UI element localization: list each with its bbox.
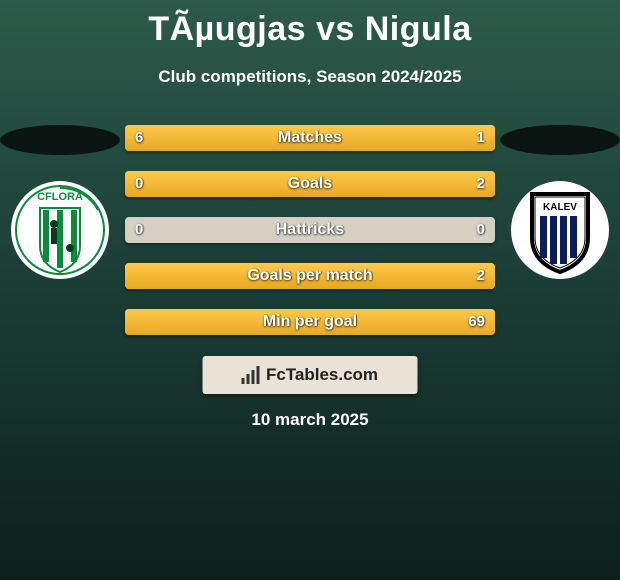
stat-bar-label: Goals per match bbox=[125, 263, 495, 289]
shadow-ellipse-left bbox=[0, 125, 120, 155]
stat-bar-label: Hattricks bbox=[125, 217, 495, 243]
shadow-ellipse-right bbox=[500, 125, 620, 155]
stat-bar-row: 69Min per goal bbox=[125, 309, 495, 335]
stat-bar-row: 2Goals per match bbox=[125, 263, 495, 289]
source-logo-text: FcTables.com bbox=[266, 365, 378, 385]
team-left-area: CFLORA bbox=[0, 125, 120, 280]
page-subtitle: Club competitions, Season 2024/2025 bbox=[0, 67, 620, 87]
date-label: 10 march 2025 bbox=[0, 410, 620, 430]
stat-bar-row: 61Matches bbox=[125, 125, 495, 151]
team-right-area: KALEV bbox=[500, 125, 620, 280]
stat-bar-label: Matches bbox=[125, 125, 495, 151]
stat-bar-row: 00Hattricks bbox=[125, 217, 495, 243]
stat-bar-row: 02Goals bbox=[125, 171, 495, 197]
bar-chart-icon bbox=[242, 366, 260, 384]
team-left-name: CFLORA bbox=[37, 191, 83, 203]
stat-bars: 61Matches 02Goals 00Hattricks 2Goals per ma… bbox=[110, 125, 510, 355]
stat-bar-label: Min per goal bbox=[125, 309, 495, 335]
comparison-card: TÃµugjas vs Nigula Club competitions, Se… bbox=[0, 0, 620, 580]
team-right-name: KALEV bbox=[543, 202, 577, 213]
source-logo: FcTables.com bbox=[203, 356, 418, 394]
team-left-crest: CFLORA bbox=[10, 180, 110, 280]
team-right-crest: KALEV bbox=[510, 180, 610, 280]
stat-bar-label: Goals bbox=[125, 171, 495, 197]
page-title: TÃµugjas vs Nigula bbox=[0, 0, 620, 49]
